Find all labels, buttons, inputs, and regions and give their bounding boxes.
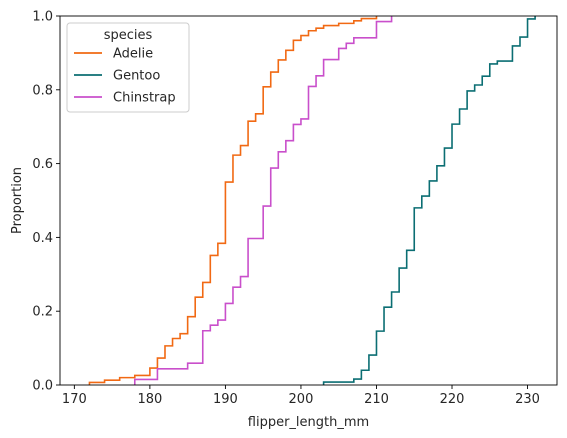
x-tick-label: 170 bbox=[62, 392, 87, 407]
x-tick-label: 230 bbox=[515, 392, 540, 407]
x-tick-label: 190 bbox=[213, 392, 238, 407]
legend: species Adelie Gentoo Chinstrap bbox=[66, 22, 190, 113]
y-axis-label: Proportion bbox=[10, 167, 25, 234]
x-axis-ticks: 170 180 190 200 210 220 230 bbox=[62, 385, 540, 407]
series-layer bbox=[88, 16, 536, 385]
y-tick-label: 0.8 bbox=[32, 83, 53, 98]
x-axis-label: flipper_length_mm bbox=[248, 415, 369, 430]
y-tick-label: 0.6 bbox=[32, 157, 53, 172]
series-line-chinstrap bbox=[133, 16, 393, 385]
axes-border bbox=[59, 15, 558, 386]
y-tick-label: 1.0 bbox=[32, 10, 53, 25]
legend-title: species bbox=[104, 28, 153, 43]
y-tick-label: 0.0 bbox=[32, 379, 53, 394]
axes-frame bbox=[59, 15, 558, 386]
series-line-adelie bbox=[88, 16, 378, 385]
legend-label-adelie: Adelie bbox=[113, 47, 153, 62]
x-tick-label: 220 bbox=[440, 392, 465, 407]
y-tick-label: 0.4 bbox=[32, 231, 53, 246]
y-axis-ticks: 0.0 0.2 0.4 0.6 0.8 1.0 bbox=[32, 10, 60, 394]
series-line-gentoo bbox=[322, 16, 536, 385]
legend-box bbox=[66, 22, 190, 113]
legend-label-chinstrap: Chinstrap bbox=[113, 91, 176, 106]
x-tick-label: 200 bbox=[289, 392, 314, 407]
x-tick-label: 210 bbox=[364, 392, 389, 407]
legend-label-gentoo: Gentoo bbox=[113, 69, 160, 84]
x-tick-label: 180 bbox=[137, 392, 162, 407]
y-tick-label: 0.2 bbox=[32, 305, 53, 320]
